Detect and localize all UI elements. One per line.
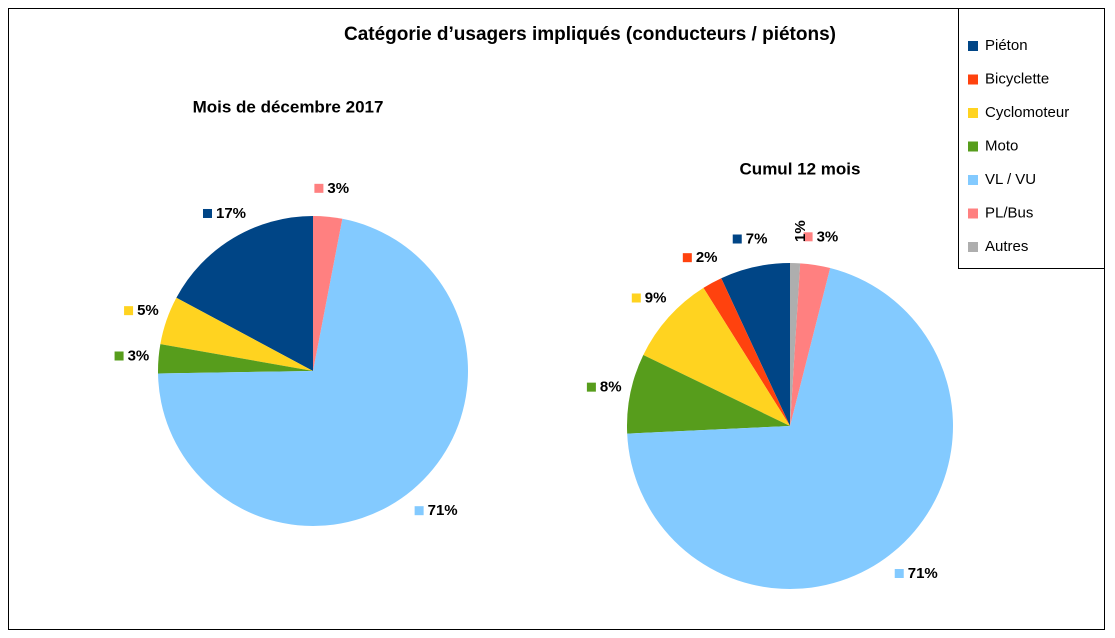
- data-label: 8%: [600, 379, 622, 396]
- pie-slice: [790, 263, 831, 426]
- pie-slice: [721, 263, 790, 426]
- legend-label: VL / VU: [985, 171, 1036, 188]
- pie-slice: [790, 263, 801, 426]
- legend-swatch: [968, 41, 978, 51]
- legend-swatch: [968, 74, 978, 85]
- legend-swatch: [968, 208, 978, 219]
- pie-slice: [703, 278, 790, 426]
- data-label: 3%: [817, 228, 839, 245]
- legend-label: Bicyclette: [985, 70, 1049, 87]
- pie-slice: [176, 216, 313, 371]
- legend-box: [958, 8, 1105, 269]
- label-key: [114, 351, 124, 361]
- pie-slice: [627, 268, 954, 589]
- legend-swatch: [968, 108, 978, 118]
- legend-label: Cyclomoteur: [985, 104, 1069, 121]
- label-key: [732, 234, 742, 244]
- pie-slice: [160, 297, 313, 371]
- label-key: [314, 183, 324, 193]
- legend-swatch: [968, 141, 978, 152]
- data-label: 9%: [645, 289, 667, 306]
- pie-slice: [313, 216, 343, 371]
- legend-label: Autres: [985, 238, 1028, 255]
- label-key: [803, 232, 813, 242]
- chart-title: Catégorie d’usagers impliqués (conducteu…: [344, 24, 836, 45]
- data-label: 71%: [428, 502, 458, 519]
- data-label: 71%: [908, 565, 938, 582]
- label-key: [631, 293, 641, 303]
- legend-swatch: [968, 175, 978, 185]
- data-label: 17%: [216, 205, 246, 222]
- data-label: 3%: [327, 180, 349, 197]
- data-label: 1%: [792, 220, 809, 242]
- pie-title: Cumul 12 mois: [740, 159, 861, 178]
- legend-label: PL/Bus: [985, 204, 1033, 221]
- label-key: [414, 506, 424, 516]
- label-key: [894, 568, 904, 578]
- data-label: 3%: [128, 347, 150, 364]
- data-label: 5%: [137, 302, 159, 319]
- pie-slice: [626, 354, 790, 434]
- label-key: [124, 306, 134, 316]
- label-key: [202, 208, 212, 218]
- legend-label: Piéton: [985, 37, 1028, 54]
- pie-slice: [158, 344, 313, 374]
- label-key: [586, 382, 596, 392]
- label-key: [682, 253, 692, 263]
- data-label: 2%: [696, 249, 718, 266]
- pie-slice: [158, 218, 468, 526]
- pie-slice: [643, 287, 790, 426]
- data-label: 7%: [746, 230, 768, 247]
- pie-title: Mois de décembre 2017: [193, 97, 384, 116]
- legend-label: Moto: [985, 137, 1018, 154]
- legend-swatch: [968, 242, 978, 252]
